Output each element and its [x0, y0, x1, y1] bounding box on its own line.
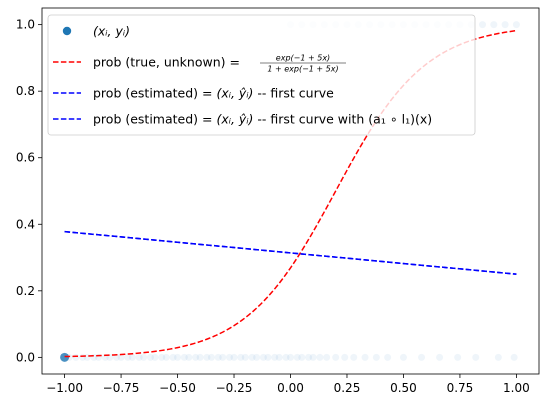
legend-label: prob (true, unknown) = — [93, 55, 240, 70]
y-tick-label: 0.2 — [16, 284, 35, 298]
scatter-point — [226, 353, 233, 361]
scatter-point — [490, 21, 498, 29]
legend-marker — [62, 26, 72, 36]
scatter-point — [174, 353, 182, 361]
scatter-point — [501, 21, 509, 29]
legend-math: (xᵢ, yᵢ) — [93, 24, 130, 39]
scatter-point — [472, 353, 480, 361]
legend-prefix: prob (estimated) = — [93, 86, 216, 101]
scatter-point — [237, 353, 245, 361]
scatter-point — [124, 353, 132, 361]
scatter-point — [316, 353, 324, 361]
scatter-point — [219, 353, 227, 361]
axes: −1.00 −0.75 −0.50 −0.25 0.00 0.25 0.50 0.75 1.00… — [16, 7, 540, 395]
x-tick-label: 0.75 — [447, 381, 474, 395]
scatter-point — [72, 353, 80, 361]
legend-prefix: prob (true, unknown) = — [93, 55, 240, 70]
y-tick-label: 0.8 — [16, 84, 35, 98]
scatter-point — [83, 353, 91, 361]
scatter-point — [275, 353, 283, 361]
scatter-point — [135, 353, 143, 361]
scatter-point — [287, 353, 294, 361]
scatter-point — [146, 353, 154, 361]
legend: (xᵢ, yᵢ) prob (true, unknown) = exp(−1 + … — [47, 14, 476, 136]
x-tick-label: 1.00 — [503, 381, 530, 395]
true-probability-line — [64, 29, 517, 358]
scatter-point — [196, 353, 204, 361]
x-tick-label: −0.25 — [216, 381, 253, 395]
y-tick-label: 0.4 — [16, 217, 35, 231]
scatter-point — [203, 353, 211, 361]
scatter-point — [361, 353, 369, 361]
scatter-point — [117, 353, 125, 361]
scatter-point — [248, 353, 256, 361]
y-tick-label: 0.6 — [16, 151, 35, 165]
scatter-point — [180, 353, 188, 361]
legend-fraction-numerator: exp(−1 + 5x) — [276, 54, 330, 63]
x-tick-label: 0.00 — [277, 381, 304, 395]
scatter-point — [207, 353, 215, 361]
legend-math: (xᵢ, ŷᵢ) — [216, 86, 253, 101]
scatter-point — [510, 353, 518, 361]
x-tick-label: 0.50 — [390, 381, 417, 395]
scatter-point — [192, 353, 200, 361]
scatter-point — [454, 353, 462, 361]
scatter-point — [309, 353, 317, 361]
scatter-point — [305, 353, 313, 361]
scatter-point — [494, 353, 502, 361]
scatter-point — [253, 353, 261, 361]
x-tick-label: −1.00 — [46, 381, 83, 395]
scatter-point — [298, 353, 306, 361]
scatter-point — [214, 353, 222, 361]
y-tick-label: 0.0 — [16, 350, 35, 364]
scatter-point — [162, 353, 170, 361]
legend-box — [47, 14, 476, 136]
x-tick-label: −0.50 — [159, 381, 196, 395]
scatter-point — [323, 353, 331, 361]
y-tick-label: 1.0 — [16, 18, 35, 32]
scatter-point — [259, 353, 267, 361]
scatter-point — [140, 353, 148, 361]
scatter-point — [169, 353, 177, 361]
scatter-point — [436, 353, 444, 361]
legend-fraction-denominator: 1 + exp(−1 + 5x) — [267, 65, 338, 74]
legend-label: prob (estimated) = (xᵢ, ŷᵢ) -- first cur… — [93, 112, 432, 127]
scatter-point — [293, 353, 301, 361]
scatter-point — [230, 353, 238, 361]
scatter-point — [158, 353, 166, 361]
legend-label: (xᵢ, yᵢ) — [93, 24, 130, 39]
scatter-point — [479, 21, 487, 29]
scatter-point — [399, 353, 407, 361]
estimated-line-composed — [64, 230, 517, 275]
scatter-point — [372, 353, 380, 361]
scatter-point — [264, 353, 272, 361]
legend-suffix: -- first curve with (a₁ ∘ l₁)(x) — [253, 112, 432, 127]
legend-math: (xᵢ, ŷᵢ) — [216, 112, 253, 127]
scatter-point — [282, 353, 290, 361]
scatter-point — [332, 353, 340, 361]
legend-prefix: prob (estimated) = — [93, 112, 216, 127]
x-tick-label: 0.25 — [334, 381, 361, 395]
scatter-point — [350, 353, 358, 361]
x-tick-label: −0.75 — [103, 381, 140, 395]
scatter-point — [271, 353, 279, 361]
scatter-point — [128, 353, 136, 361]
scatter-point — [512, 21, 520, 29]
scatter-point — [185, 353, 193, 361]
legend-label: prob (estimated) = (xᵢ, ŷᵢ) -- first cur… — [93, 86, 334, 101]
scatter-point — [241, 353, 249, 361]
scatter-point — [384, 353, 392, 361]
scatter-point — [151, 353, 159, 361]
scatter-point — [418, 353, 426, 361]
scatter-point — [341, 353, 349, 361]
legend-suffix: -- first curve — [253, 86, 334, 101]
scatter-point — [60, 352, 70, 362]
